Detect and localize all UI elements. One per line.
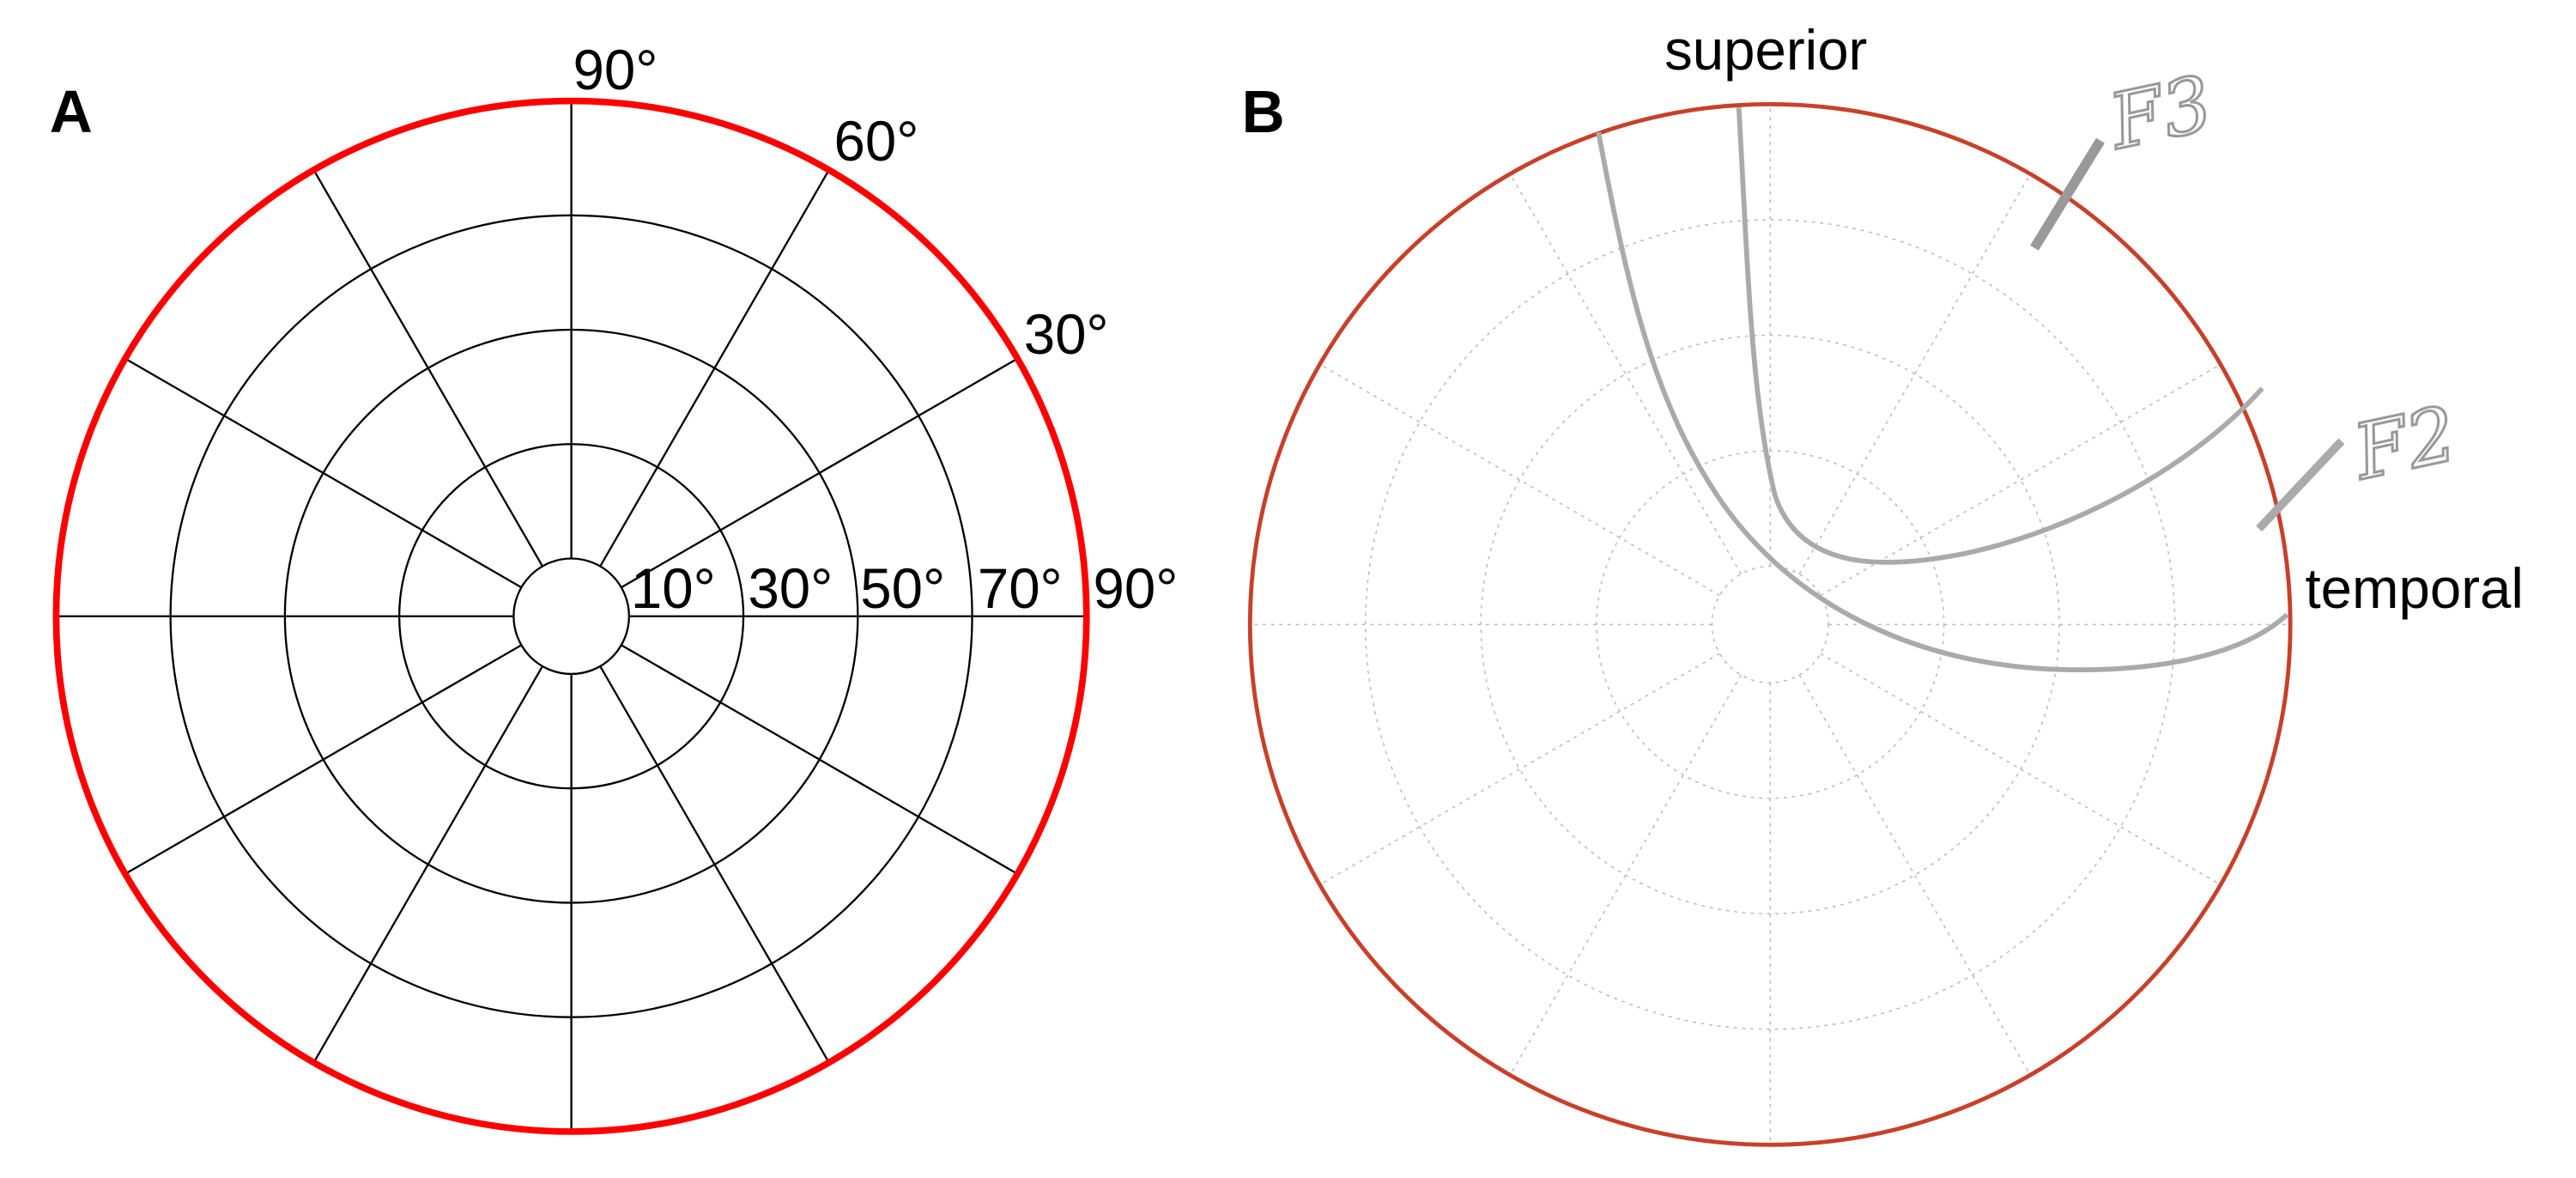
spoke — [1319, 363, 1720, 597]
pencil-mark — [2256, 438, 2345, 532]
outer-circle-a — [52, 97, 1090, 1135]
spoke — [1509, 674, 1742, 1076]
panel-label: A — [50, 78, 93, 145]
ring — [1596, 450, 1945, 799]
spoke — [1820, 653, 2221, 886]
spoke — [621, 644, 1018, 875]
spoke — [312, 665, 543, 1064]
spoke — [312, 169, 543, 568]
spoke — [1798, 173, 2031, 574]
isopter-f3 — [1736, 107, 2264, 565]
panel-label: B — [1242, 78, 1285, 145]
ring — [1711, 565, 1829, 683]
spoke — [621, 357, 1018, 589]
angle-label: 90° — [573, 39, 658, 101]
ring-label: 70° — [978, 557, 1063, 620]
ring-label: 10° — [631, 557, 716, 620]
handwritten-label: F2 — [2345, 389, 2464, 497]
spoke — [1319, 653, 1720, 886]
temporal-label: temporal — [2306, 557, 2524, 620]
spoke — [124, 357, 522, 589]
spoke — [124, 644, 522, 875]
polar-grid-a — [56, 100, 1087, 1132]
spoke — [1798, 674, 2031, 1076]
ring-label: 50° — [860, 557, 945, 620]
ring — [1365, 219, 2176, 1030]
ring — [1480, 334, 2060, 915]
pencil-mark — [2030, 137, 2105, 251]
ring-label: 30° — [748, 557, 833, 620]
outer-circle-b — [1247, 101, 2293, 1147]
spoke — [1509, 173, 1742, 574]
superior-label: superior — [1664, 19, 1867, 82]
angle-label: 30° — [1024, 303, 1109, 366]
isopter-f2 — [1596, 131, 2289, 672]
spoke — [1820, 363, 2221, 597]
handwritten-label: F3 — [2100, 59, 2220, 167]
angle-label: 60° — [833, 110, 918, 173]
spoke — [599, 169, 830, 568]
ring — [512, 557, 630, 676]
spoke — [599, 665, 830, 1064]
ring-label: 90° — [1094, 557, 1179, 620]
polar-grid-b — [1250, 104, 2291, 1145]
